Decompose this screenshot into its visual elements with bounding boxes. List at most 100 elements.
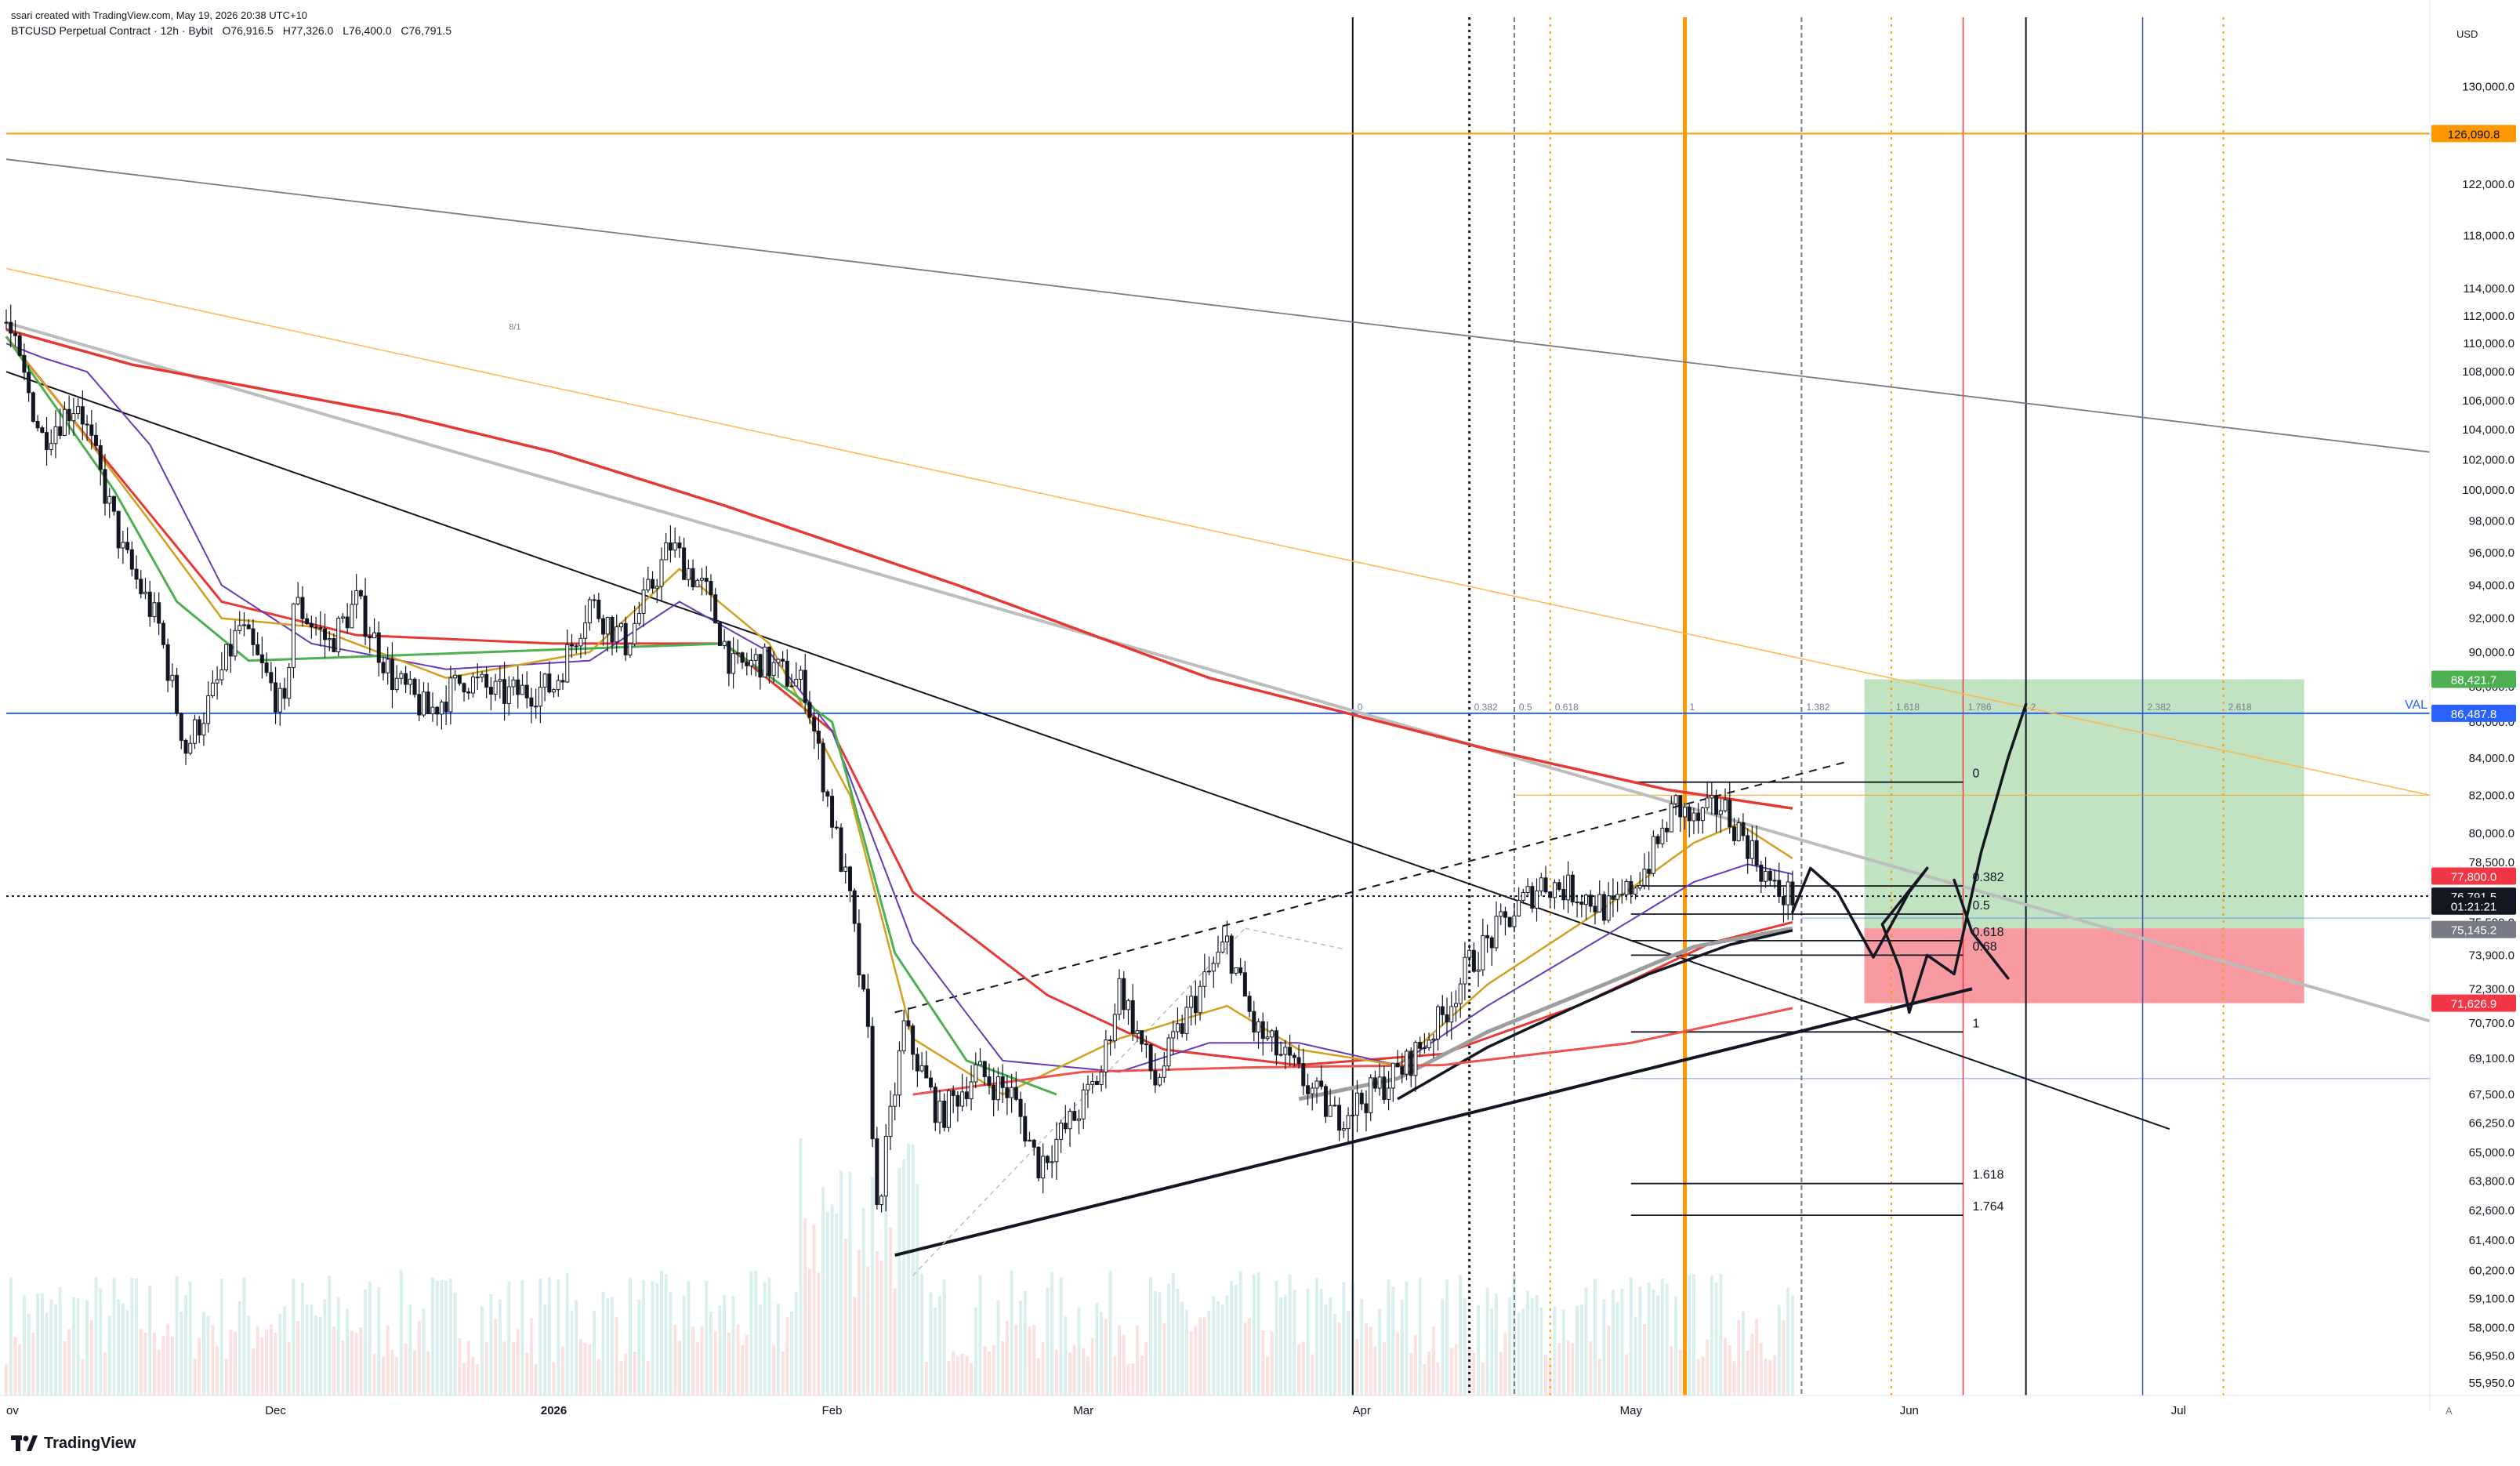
- candle: [1682, 803, 1688, 830]
- candle: [803, 654, 807, 714]
- candle: [1108, 1035, 1113, 1056]
- volume-bar: [269, 1324, 273, 1395]
- candle: [1786, 873, 1790, 920]
- take-profit-zone[interactable]: [1864, 679, 2304, 929]
- trendline[interactable]: [894, 987, 1973, 1257]
- volume-bar: [1149, 1277, 1153, 1395]
- volume-bar: [422, 1308, 426, 1395]
- volume-bar: [1602, 1299, 1606, 1395]
- candle-body: [615, 626, 619, 643]
- candle-body: [1013, 1087, 1018, 1100]
- time-axis[interactable]: ov Dec 2026 Feb Mar Apr May Jun Jul A: [0, 1395, 2520, 1417]
- candle-body: [1660, 827, 1665, 844]
- volume-bar: [251, 1348, 255, 1395]
- ohlc-open: O76,916.5: [222, 24, 274, 37]
- trendline[interactable]: [912, 927, 1245, 1276]
- volume-bar: [166, 1323, 170, 1395]
- volume-bar: [916, 1184, 919, 1395]
- volume-bar: [143, 1332, 147, 1395]
- candle: [1651, 830, 1655, 877]
- candle-body: [282, 688, 287, 699]
- volume-bar: [790, 1312, 794, 1395]
- volume-bar: [897, 1167, 901, 1395]
- candle-body: [664, 542, 669, 561]
- price-axis[interactable]: USD130,000.0126,000.0122,000.0118,000.01…: [2429, 0, 2520, 1466]
- candle: [1655, 833, 1660, 849]
- volume-bar: [1454, 1344, 1458, 1395]
- candle-body: [713, 594, 718, 624]
- price-tick-label: 94,000.0: [2469, 579, 2515, 592]
- trendline[interactable]: [5, 158, 2431, 453]
- trendline[interactable]: [894, 760, 1847, 1014]
- price-scale-badge[interactable]: [2431, 670, 2516, 688]
- price-tick-label: 73,900.0: [2469, 949, 2515, 962]
- volume-bar: [1517, 1312, 1521, 1395]
- candle: [1665, 822, 1670, 843]
- candle-body: [277, 688, 282, 713]
- volume-bar: [466, 1341, 470, 1395]
- candle: [1584, 893, 1589, 920]
- candle: [821, 738, 825, 801]
- trendline[interactable]: [5, 371, 2170, 1130]
- candle-body: [745, 662, 749, 666]
- price-scale-badge[interactable]: [2431, 867, 2516, 885]
- price-scale-badge[interactable]: [2431, 704, 2516, 722]
- candle-body: [1512, 915, 1517, 927]
- volume-bar: [1337, 1322, 1341, 1395]
- volume-bar: [125, 1309, 129, 1395]
- candle-body: [767, 646, 771, 677]
- volume-bar: [1566, 1340, 1570, 1395]
- price-tick-label: 61,400.0: [2469, 1234, 2515, 1247]
- trendlines[interactable]: 8/1: [5, 158, 2431, 1276]
- hand-drawn-projection[interactable]: [1791, 702, 2028, 1014]
- time-fib-label: 1: [1689, 702, 1695, 713]
- hand-drawn-path[interactable]: [1791, 702, 2028, 1014]
- candle: [246, 619, 251, 630]
- candle-body: [1445, 1014, 1449, 1023]
- price-scale-badge[interactable]: [2431, 897, 2516, 915]
- candle: [960, 1073, 965, 1112]
- candle-body: [511, 679, 516, 688]
- candle-body: [704, 578, 709, 582]
- price-scale-badge[interactable]: [2431, 920, 2516, 938]
- candle: [94, 423, 99, 452]
- candle: [1624, 878, 1629, 901]
- volume-bar: [651, 1281, 654, 1395]
- price-tick-label: 102,000.0: [2462, 453, 2515, 466]
- hand-drawn-projection-alt[interactable]: [1953, 878, 2010, 980]
- symbol-title[interactable]: BTCUSD Perpetual Contract · 12h · Bybit: [11, 24, 213, 37]
- volume-bar: [713, 1330, 717, 1395]
- candle-body: [1489, 937, 1494, 949]
- candle-body: [785, 660, 789, 687]
- candle-body: [228, 644, 233, 657]
- volume-bar: [1508, 1297, 1512, 1395]
- horizontal-lines[interactable]: VAL: [6, 132, 2430, 1080]
- candle: [1351, 1114, 1355, 1134]
- candle: [1059, 1119, 1064, 1153]
- volume-bar: [1167, 1283, 1171, 1395]
- candle-body: [498, 679, 502, 682]
- candle: [520, 673, 524, 695]
- candle: [1260, 1012, 1265, 1056]
- candle-body: [1301, 1063, 1306, 1087]
- price-scale-badge[interactable]: [2431, 994, 2516, 1012]
- candle-body: [1637, 884, 1642, 889]
- volume-bar: [152, 1333, 156, 1395]
- candle: [982, 1060, 987, 1086]
- candle: [435, 706, 440, 726]
- candle: [323, 613, 328, 659]
- volume-bar: [1077, 1307, 1081, 1395]
- candle-body: [776, 659, 781, 663]
- ema-red_mid-line: [5, 336, 1793, 1067]
- volume-bar: [1010, 1270, 1013, 1395]
- tradingview-logo[interactable]: TradingView: [11, 1433, 136, 1453]
- candle: [251, 619, 256, 656]
- price-scale-badge[interactable]: [2431, 125, 2516, 143]
- ohlc-low: L76,400.0: [343, 24, 392, 37]
- auto-scale-button[interactable]: A: [2446, 1405, 2453, 1417]
- volume-bar: [871, 1176, 875, 1395]
- trendline[interactable]: [5, 321, 2431, 1023]
- volume-bar: [1252, 1274, 1256, 1395]
- volume-bar: [45, 1312, 49, 1395]
